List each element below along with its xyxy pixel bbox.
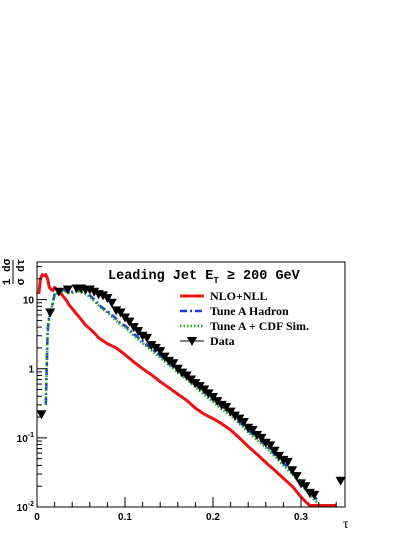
legend-marker xyxy=(187,337,197,346)
y-tick-label: 1 xyxy=(28,365,34,376)
data-point xyxy=(269,446,280,456)
legend-entry-1: Tune A Hadron xyxy=(180,304,289,318)
data-point xyxy=(62,285,73,295)
legend-label: Tune A + CDF Sim. xyxy=(210,319,309,333)
data-point xyxy=(54,287,64,297)
legend-entry-2: Tune A + CDF Sim. xyxy=(180,319,309,333)
data-point xyxy=(168,359,179,369)
legend-label: Data xyxy=(210,334,235,348)
series-line-1 xyxy=(44,288,320,503)
svg-text:1 dσ: 1 dσ xyxy=(2,258,14,285)
data-point xyxy=(291,472,302,482)
data-point xyxy=(102,294,113,304)
y-tick-label: 10-2 xyxy=(17,501,34,514)
data-point xyxy=(300,482,311,492)
data-point xyxy=(98,291,108,301)
data-point xyxy=(164,356,174,366)
data-point xyxy=(335,476,346,486)
x-tick-label: 0.3 xyxy=(294,512,308,523)
data-point xyxy=(252,431,262,441)
data-point xyxy=(45,308,56,318)
data-point xyxy=(89,287,100,297)
data-point xyxy=(230,411,240,421)
data-point xyxy=(238,417,249,427)
y-tick-label: 10 xyxy=(23,296,35,307)
chart-title: Leading Jet ET ≥ 200 GeV xyxy=(108,269,301,286)
x-axis-label: τ xyxy=(343,517,349,532)
data-point xyxy=(287,466,298,476)
data-point xyxy=(194,382,205,392)
legend-label: NLO+NLL xyxy=(210,289,268,303)
data-point xyxy=(124,317,135,327)
y-tick-label: 10-1 xyxy=(17,432,34,445)
x-tick-label: 0 xyxy=(34,512,40,523)
series-line-2 xyxy=(44,289,320,505)
data-point xyxy=(150,343,161,353)
svg-text:σ dτ: σ dτ xyxy=(16,259,28,285)
data-point xyxy=(234,414,245,424)
x-tick-label: 0.1 xyxy=(118,512,132,523)
y-axis-label: 1 dσ σ dτ xyxy=(2,258,28,285)
data-point xyxy=(260,438,271,448)
data-point xyxy=(265,441,276,451)
data-point xyxy=(190,379,201,389)
data-point xyxy=(221,402,232,412)
data-point xyxy=(247,425,258,435)
series-line-0 xyxy=(37,273,337,507)
data-point xyxy=(296,479,306,489)
data-point xyxy=(146,341,157,351)
legend-entry-0: NLO+NLL xyxy=(180,289,268,303)
data-point xyxy=(36,410,47,420)
data-point xyxy=(142,333,152,343)
legend-label: Tune A Hadron xyxy=(210,304,289,318)
data-point xyxy=(133,327,144,337)
data-point xyxy=(282,457,293,467)
x-tick-label: 0.2 xyxy=(206,512,220,523)
data-point xyxy=(115,308,126,318)
data-point xyxy=(177,368,188,378)
legend-entry-3: Data xyxy=(180,334,235,348)
data-point xyxy=(309,490,320,500)
data-point xyxy=(256,433,267,443)
data-point xyxy=(155,347,166,357)
data-point xyxy=(106,298,117,308)
